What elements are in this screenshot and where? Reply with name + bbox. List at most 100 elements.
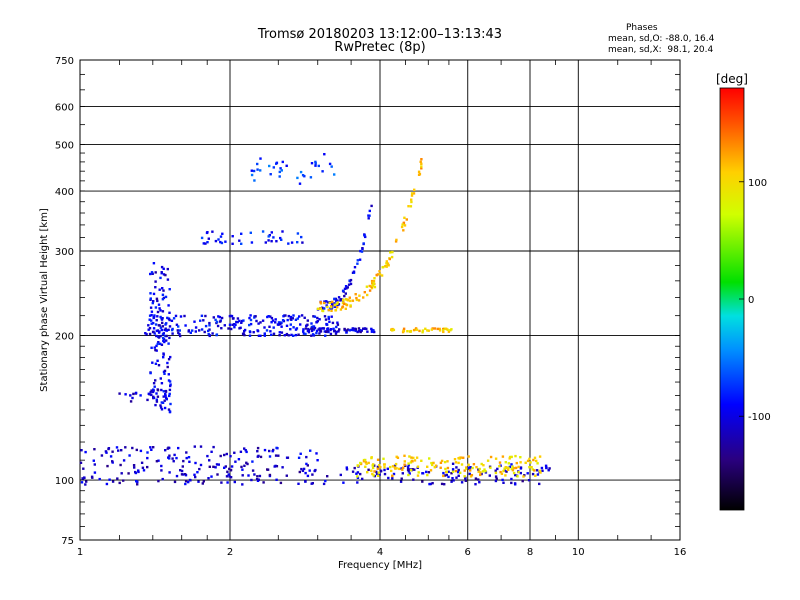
echo-point	[214, 318, 217, 322]
echo-point	[394, 240, 398, 243]
echo-point	[124, 393, 127, 396]
echo-point	[160, 388, 163, 392]
echo-point	[389, 251, 392, 254]
echo-point	[292, 326, 295, 329]
echo-point	[536, 473, 540, 476]
echo-point	[442, 471, 445, 475]
echo-point	[150, 393, 153, 397]
echo-point	[238, 319, 241, 323]
echo-point	[267, 235, 270, 238]
echo-point	[323, 315, 327, 318]
phases-o-stats: mean, sd,O: -88.0, 16.4	[608, 34, 715, 44]
echo-point	[315, 332, 318, 335]
echo-point	[257, 322, 260, 325]
echo-point	[501, 478, 504, 482]
echo-point	[412, 192, 416, 195]
echo-point	[124, 446, 127, 449]
echo-point	[122, 479, 125, 482]
echo-point	[398, 467, 401, 471]
echo-point	[185, 451, 188, 454]
echo-point	[535, 469, 539, 472]
echo-point	[243, 328, 247, 332]
echo-point	[527, 479, 531, 482]
echo-point	[417, 170, 421, 173]
echo-point	[160, 265, 164, 269]
echo-point	[376, 458, 380, 461]
echo-point	[457, 474, 460, 477]
echo-point	[498, 461, 502, 464]
echo-point	[265, 329, 269, 332]
echo-point	[392, 472, 396, 476]
echo-point	[410, 456, 413, 459]
echo-point	[152, 382, 156, 385]
echo-point	[335, 299, 338, 303]
echo-point	[193, 445, 196, 448]
echo-point	[420, 162, 423, 165]
echo-point	[354, 329, 357, 333]
echo-point	[314, 162, 317, 165]
echo-point	[409, 205, 413, 208]
echo-point	[409, 330, 412, 333]
echo-point	[457, 461, 460, 465]
echo-point	[302, 467, 306, 471]
echo-point	[324, 318, 328, 321]
colorbar-tick-label: -100	[748, 412, 771, 423]
echo-point	[165, 334, 168, 338]
echo-point	[118, 481, 121, 485]
echo-point	[324, 479, 327, 483]
echo-point	[383, 472, 387, 476]
echo-point	[228, 323, 232, 326]
echo-point	[386, 262, 390, 265]
echo-point	[157, 336, 161, 339]
echo-point	[433, 327, 437, 330]
echo-point	[294, 328, 298, 331]
echo-point	[390, 255, 394, 259]
echo-point	[362, 242, 365, 245]
echo-point	[156, 389, 160, 392]
echo-point	[539, 471, 542, 474]
echo-point	[168, 392, 171, 396]
echo-point	[494, 475, 498, 478]
echo-point	[446, 466, 450, 470]
echo-point	[486, 459, 490, 462]
echo-point	[443, 460, 447, 464]
echo-point	[162, 296, 166, 300]
echo-point	[157, 324, 161, 327]
echo-point	[167, 446, 170, 449]
echo-point	[400, 477, 403, 480]
echo-point	[502, 481, 505, 484]
echo-point	[200, 328, 204, 331]
echo-point	[168, 380, 172, 383]
echo-point	[370, 286, 374, 290]
echo-point	[153, 346, 156, 349]
echo-point	[496, 467, 499, 471]
echo-point	[391, 474, 394, 478]
echo-point	[150, 271, 154, 274]
echo-point	[157, 364, 161, 367]
echo-point	[425, 470, 428, 474]
echo-point	[383, 468, 386, 472]
echo-point	[479, 473, 482, 477]
echo-point	[161, 477, 164, 481]
echo-point	[459, 471, 462, 474]
echo-point	[250, 169, 253, 172]
echo-point	[249, 330, 252, 334]
echo-point	[170, 319, 174, 322]
echo-point	[319, 327, 322, 331]
echo-point	[499, 470, 502, 474]
echo-point	[327, 315, 330, 319]
echo-point	[503, 469, 507, 472]
echo-point	[420, 165, 423, 168]
echo-point	[230, 327, 233, 331]
echo-point	[162, 332, 165, 335]
echo-point	[148, 318, 151, 321]
echo-point	[150, 310, 154, 313]
echo-point	[164, 273, 167, 277]
echo-point	[323, 301, 326, 305]
echo-point	[151, 361, 154, 364]
echo-point	[371, 329, 375, 332]
echo-point	[175, 323, 179, 326]
echo-point	[345, 303, 349, 307]
echo-point	[330, 309, 333, 312]
echo-point	[430, 461, 433, 465]
